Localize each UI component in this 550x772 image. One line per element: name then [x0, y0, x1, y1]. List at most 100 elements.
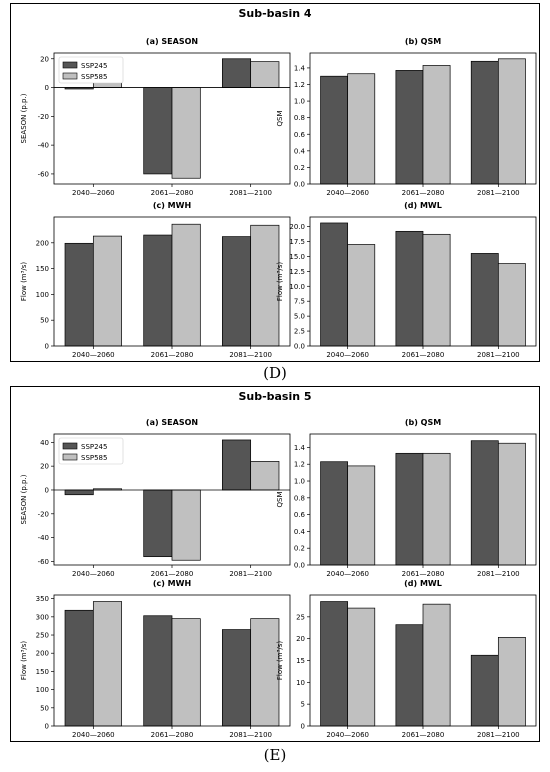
bar-ssp585	[250, 224, 280, 347]
bar-ssp245	[470, 440, 499, 566]
y-tick-label: 1.0	[294, 98, 305, 106]
bar-ssp245	[395, 70, 424, 185]
bar-ssp245	[221, 629, 252, 727]
chart-title: (a) SEASON	[146, 37, 198, 46]
bar-ssp245	[395, 624, 424, 727]
bar-ssp245	[143, 615, 173, 727]
y-tick-label: 40	[40, 439, 49, 447]
x-tick-label: 2081—2100	[229, 570, 272, 578]
chart-4: (d) MWL Flow (m³/s) 0.0 2.5 5.0 7.5 10.0 12.5 15…	[276, 201, 537, 359]
bar-ssp245	[221, 236, 252, 347]
y-tick-label: 200	[36, 239, 49, 247]
bar-ssp245	[320, 222, 349, 347]
bar-ssp585	[497, 263, 526, 347]
legend-label: SSP585	[81, 454, 107, 462]
subbasin-5-charts: (a) SEASON SEASON (p.p.) -60 -40 -20 0 20 40 204…	[20, 418, 537, 739]
y-tick-label: 0.4	[294, 147, 306, 155]
y-tick-label: 350	[36, 595, 49, 603]
y-tick-label: 0.0	[294, 343, 305, 351]
y-tick-label: 10	[296, 679, 305, 687]
y-tick-label: 0.2	[294, 164, 305, 172]
x-tick-label: 2061—2080	[151, 731, 194, 739]
y-tick-label: -60	[38, 170, 49, 178]
bar-ssp585	[497, 58, 526, 185]
y-axis-label: Flow (m³/s)	[20, 641, 28, 681]
bar-ssp245	[221, 439, 252, 491]
bar-ssp245	[64, 609, 94, 727]
x-tick-label: 2040—2060	[326, 570, 369, 578]
x-tick-label: 2081—2100	[477, 570, 520, 578]
chart-title: (d) MWL	[404, 579, 442, 588]
y-tick-label: -20	[38, 113, 49, 121]
y-tick-label: 20	[296, 635, 305, 643]
bar-ssp585	[347, 607, 376, 727]
chart-title: (c) MWH	[153, 201, 191, 210]
y-tick-label: 0.2	[294, 545, 305, 553]
bar-ssp245	[470, 654, 499, 727]
y-tick-label: 10.0	[289, 283, 305, 291]
x-tick-label: 2081—2100	[477, 189, 520, 197]
bar-ssp245	[143, 234, 173, 347]
x-tick-label: 2061—2080	[151, 189, 194, 197]
bar-ssp585	[92, 235, 123, 347]
bar-ssp585	[250, 618, 280, 727]
chart-title: (c) MWH	[153, 579, 191, 588]
legend-label: SSP245	[81, 62, 107, 70]
bar-ssp245	[395, 452, 424, 566]
y-tick-label: 20	[40, 55, 49, 63]
chart-title: (a) SEASON	[146, 418, 198, 427]
y-tick-label: 300	[36, 613, 49, 621]
y-tick-label: -20	[38, 510, 49, 518]
legend-swatch-ssp245	[62, 442, 78, 450]
y-tick-label: 5	[301, 701, 305, 709]
chart-2: (b) QSM QSM 0.0 0.2 0.4 0.6 0.8 1.0 1.2 1.4 2040—2…	[276, 37, 537, 197]
bar-ssp585	[347, 244, 376, 347]
bar-ssp585	[171, 223, 201, 347]
chart-title: (b) QSM	[405, 418, 441, 427]
bar-ssp245	[320, 601, 349, 727]
y-tick-label: 100	[36, 291, 49, 299]
chart-3: (c) MWH Flow (m³/s) 0 50 100 150 200 2040—2060 2…	[20, 201, 291, 359]
y-axis-label: QSM	[276, 111, 284, 127]
y-tick-label: 0.6	[294, 511, 306, 519]
bar-ssp245	[143, 87, 173, 175]
y-tick-label: -40	[38, 142, 49, 150]
x-tick-label: 2040—2060	[72, 731, 115, 739]
bar-ssp585	[171, 489, 201, 561]
y-axis-label: Flow (m³/s)	[276, 641, 284, 681]
y-tick-label: 25	[296, 613, 305, 621]
x-tick-label: 2081—2100	[477, 351, 520, 359]
legend-swatch-ssp585	[62, 453, 78, 461]
y-tick-label: 0.0	[294, 181, 305, 189]
y-tick-label: 150	[36, 668, 49, 676]
y-tick-label: 1.2	[294, 461, 305, 469]
x-tick-label: 2061—2080	[151, 570, 194, 578]
chart-title: (d) MWL	[404, 201, 442, 210]
y-tick-label: 0.8	[294, 494, 305, 502]
y-tick-label: 100	[36, 686, 49, 694]
chart-4: (d) MWL Flow (m³/s) 0 5 10 15 20 25 2040—2060 206…	[276, 579, 537, 739]
subbasin-5-figure: Sub-basin 5 (a) SEASON SEASON (p.p.) -60 -4…	[10, 386, 540, 742]
y-tick-label: 15.0	[289, 253, 305, 261]
subbasin-4-figure: Sub-basin 4 (a) SEASON SEASON (p.p.) -60 -4…	[10, 3, 540, 362]
bar-ssp585	[92, 601, 123, 727]
legend-label: SSP585	[81, 73, 107, 81]
y-tick-label: 15	[296, 657, 305, 665]
bar-ssp585	[422, 65, 451, 185]
y-tick-label: 0.8	[294, 114, 305, 122]
bar-ssp245	[470, 253, 499, 347]
bar-ssp245	[395, 230, 424, 347]
y-tick-label: 50	[40, 317, 49, 325]
bar-ssp245	[221, 58, 252, 88]
y-tick-label: 0.4	[294, 528, 306, 536]
bar-ssp245	[320, 461, 349, 566]
y-tick-label: 0	[301, 723, 305, 731]
y-tick-label: 1.4	[294, 444, 306, 452]
y-tick-label: -40	[38, 534, 49, 542]
x-tick-label: 2061—2080	[402, 351, 445, 359]
panel-label: (E)	[263, 746, 287, 764]
x-tick-label: 2040—2060	[72, 189, 115, 197]
bar-ssp245	[320, 75, 349, 185]
bar-ssp585	[497, 637, 526, 727]
bar-ssp585	[422, 233, 451, 347]
